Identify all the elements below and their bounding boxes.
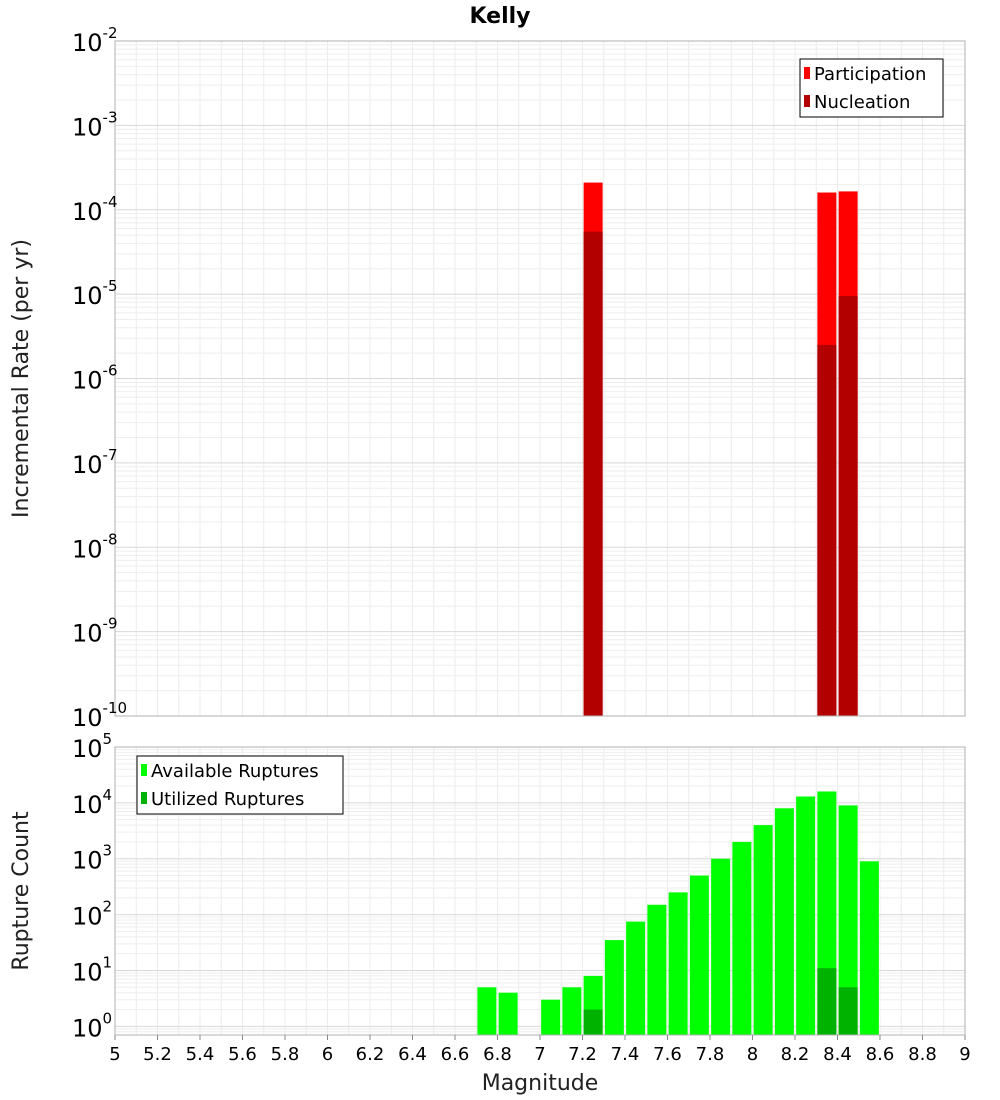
y-tick-label: 10-9 xyxy=(72,615,118,648)
x-tick-label: 8.2 xyxy=(781,1044,810,1065)
legend-box xyxy=(136,755,344,815)
y-tick-label: 10-4 xyxy=(72,193,118,226)
x-axis-label: Magnitude xyxy=(482,1071,599,1096)
y-tick-label: 10-3 xyxy=(72,108,118,141)
bar xyxy=(774,808,794,1035)
y-tick-label: 102 xyxy=(72,898,112,931)
y-tick-label: 105 xyxy=(72,730,112,763)
legend-label: Nucleation xyxy=(814,92,910,113)
legend-swatch xyxy=(141,764,147,776)
legend-swatch xyxy=(141,792,147,804)
y-tick-label: 10-5 xyxy=(72,277,118,310)
x-tick-label: 7.4 xyxy=(611,1044,640,1065)
legend-box xyxy=(799,58,944,118)
rate-panel: 10-10 10-9 10-8 10-7 10-6 10-5 10-4 10-3 10-2 Inc… xyxy=(9,24,966,732)
x-tick-labels: 5 5.2 5.4 5.6 5.8 6 6.2 6.4 6.6 6.8 7 7.2 7.4 7.6 7.8 8… xyxy=(109,1035,971,1065)
y-tick-labels: 100 101 102 103 104 105 xyxy=(72,730,112,1042)
bar xyxy=(732,841,752,1035)
y-axis-label: Incremental Rate (per yr) xyxy=(9,239,34,518)
x-tick-label: 8.8 xyxy=(908,1044,937,1065)
legend: Participation Nucleation xyxy=(799,58,944,118)
legend-label: Participation xyxy=(814,64,926,85)
x-tick-label: 7.2 xyxy=(568,1044,597,1065)
y-tick-label: 103 xyxy=(72,842,112,875)
bar xyxy=(689,875,709,1035)
chart-title: Kelly xyxy=(469,4,530,29)
bar xyxy=(626,921,646,1035)
x-tick-label: 5.2 xyxy=(143,1044,172,1065)
bar xyxy=(477,987,497,1035)
bar xyxy=(838,987,858,1035)
x-tick-label: 9 xyxy=(959,1044,970,1065)
y-tick-label: 10-8 xyxy=(72,530,118,563)
y-tick-label: 10-10 xyxy=(72,699,127,732)
series-available-ruptures xyxy=(477,791,879,1035)
count-panel: 100 101 102 103 104 105 Rupture Count Available… xyxy=(9,730,971,1096)
legend: Available Ruptures Utilized Ruptures xyxy=(136,755,344,815)
series-nucleation xyxy=(583,231,858,716)
legend-swatch xyxy=(804,67,810,79)
bar xyxy=(838,805,858,1035)
y-tick-label: 104 xyxy=(72,786,112,819)
x-tick-label: 8.6 xyxy=(866,1044,895,1065)
bar xyxy=(817,344,837,716)
bar xyxy=(583,1009,603,1035)
x-tick-label: 5 xyxy=(109,1044,120,1065)
x-tick-label: 7 xyxy=(534,1044,545,1065)
series-utilized-ruptures xyxy=(583,968,858,1035)
x-tick-label: 6.8 xyxy=(483,1044,512,1065)
x-tick-label: 6 xyxy=(322,1044,333,1065)
legend-swatch xyxy=(804,95,810,107)
legend-label: Utilized Ruptures xyxy=(151,789,304,810)
bar xyxy=(668,892,688,1035)
legend-label: Available Ruptures xyxy=(151,761,319,782)
y-tick-labels: 10-10 10-9 10-8 10-7 10-6 10-5 10-4 10-3 10-2 xyxy=(72,24,127,732)
x-tick-label: 8 xyxy=(747,1044,758,1065)
y-tick-label: 101 xyxy=(72,953,112,986)
x-tick-label: 5.8 xyxy=(271,1044,300,1065)
x-tick-label: 8.4 xyxy=(823,1044,852,1065)
bar xyxy=(604,940,624,1035)
x-tick-label: 6.4 xyxy=(398,1044,427,1065)
bar xyxy=(498,992,518,1035)
x-tick-label: 7.8 xyxy=(696,1044,725,1065)
plot-frame xyxy=(114,40,966,717)
bar xyxy=(796,796,816,1035)
bar xyxy=(817,968,837,1035)
bar xyxy=(562,987,582,1035)
y-tick-label: 10-6 xyxy=(72,362,118,395)
x-tick-label: 5.6 xyxy=(228,1044,257,1065)
bar xyxy=(711,858,731,1035)
x-tick-label: 6.6 xyxy=(441,1044,470,1065)
bar xyxy=(859,861,879,1035)
grid xyxy=(114,40,966,717)
bar xyxy=(583,231,603,716)
x-tick-label: 6.2 xyxy=(356,1044,385,1065)
y-tick-label: 10-7 xyxy=(72,446,118,479)
bar xyxy=(753,825,773,1035)
y-axis-label: Rupture Count xyxy=(9,811,34,971)
x-tick-label: 7.6 xyxy=(653,1044,682,1065)
bar xyxy=(838,296,858,716)
y-tick-label: 100 xyxy=(72,1009,112,1042)
y-tick-label: 10-2 xyxy=(72,24,118,57)
bar xyxy=(541,999,561,1035)
x-tick-label: 5.4 xyxy=(186,1044,215,1065)
bar xyxy=(647,904,667,1035)
